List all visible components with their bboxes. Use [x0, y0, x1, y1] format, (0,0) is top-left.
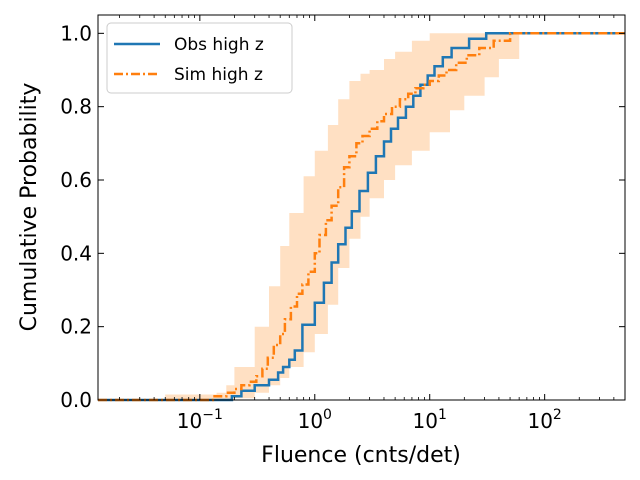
- x-tick-label: 102: [527, 407, 561, 433]
- y-tick-label: 0.2: [60, 315, 92, 339]
- x-tick-label: 101: [413, 407, 447, 433]
- y-tick-label: 0.4: [60, 241, 92, 265]
- x-tick-label: 10−1: [177, 407, 223, 433]
- axis-ticks: 0.0 0.2 0.4 0.6 0.8 1.0 10−1 100 101 102: [60, 15, 626, 433]
- plot-area: [98, 32, 625, 402]
- plot-frame: [97, 14, 626, 401]
- x-axis-label: Fluence (cnts/det): [261, 443, 461, 468]
- series-obs-high-z: [98, 32, 625, 402]
- y-tick-label: 1.0: [60, 21, 92, 45]
- y-tick-label: 0.6: [60, 168, 92, 192]
- y-tick-label: 0.8: [60, 95, 92, 119]
- x-tick-label: 100: [298, 407, 332, 433]
- sim-range-band: [98, 33, 625, 401]
- legend-box: [106, 22, 293, 94]
- y-axis-label: Cumulative Probability: [17, 83, 42, 332]
- legend-label-obs: Obs high z: [174, 35, 264, 55]
- legend: Obs high z Sim high z: [106, 22, 293, 94]
- y-tick-label: 0.0: [60, 388, 92, 412]
- series-sim-high-z: [98, 32, 625, 402]
- legend-label-sim: Sim high z: [174, 65, 263, 85]
